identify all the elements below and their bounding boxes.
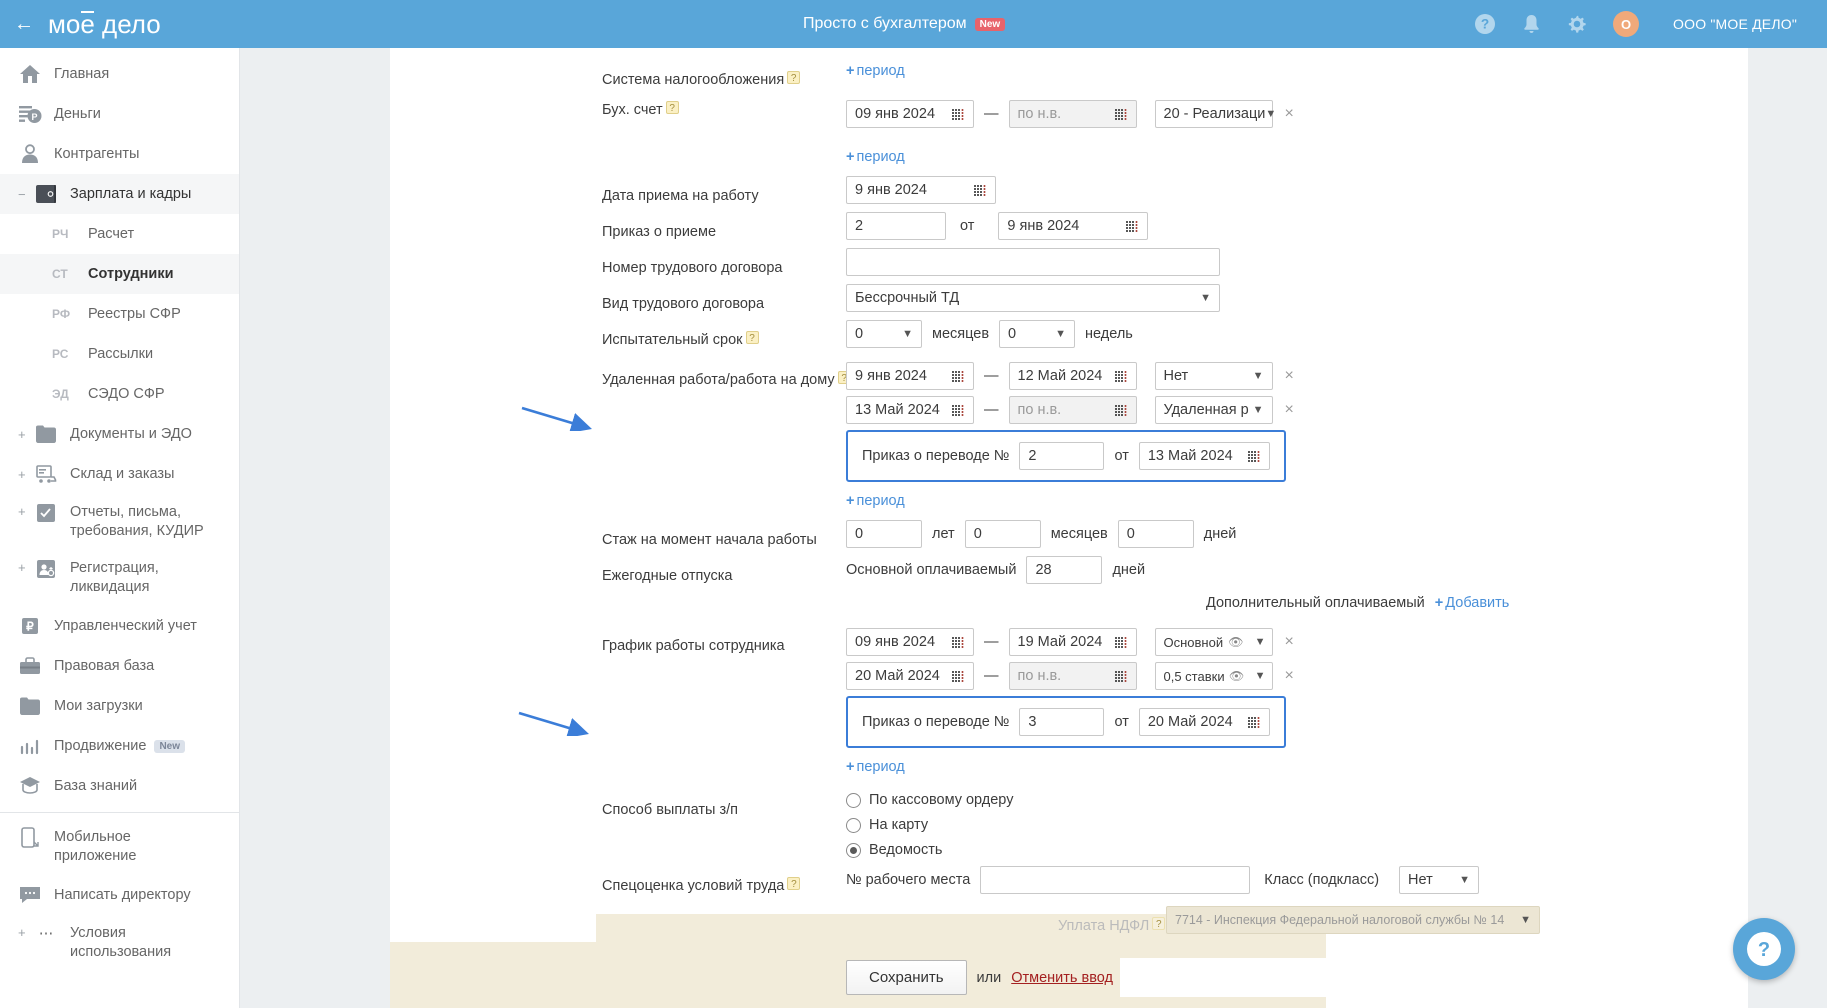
svg-text:P: P	[31, 112, 37, 122]
svg-text:?: ?	[1758, 939, 1770, 961]
svg-text:?: ?	[1481, 17, 1489, 32]
svg-text:₽: ₽	[26, 620, 34, 634]
